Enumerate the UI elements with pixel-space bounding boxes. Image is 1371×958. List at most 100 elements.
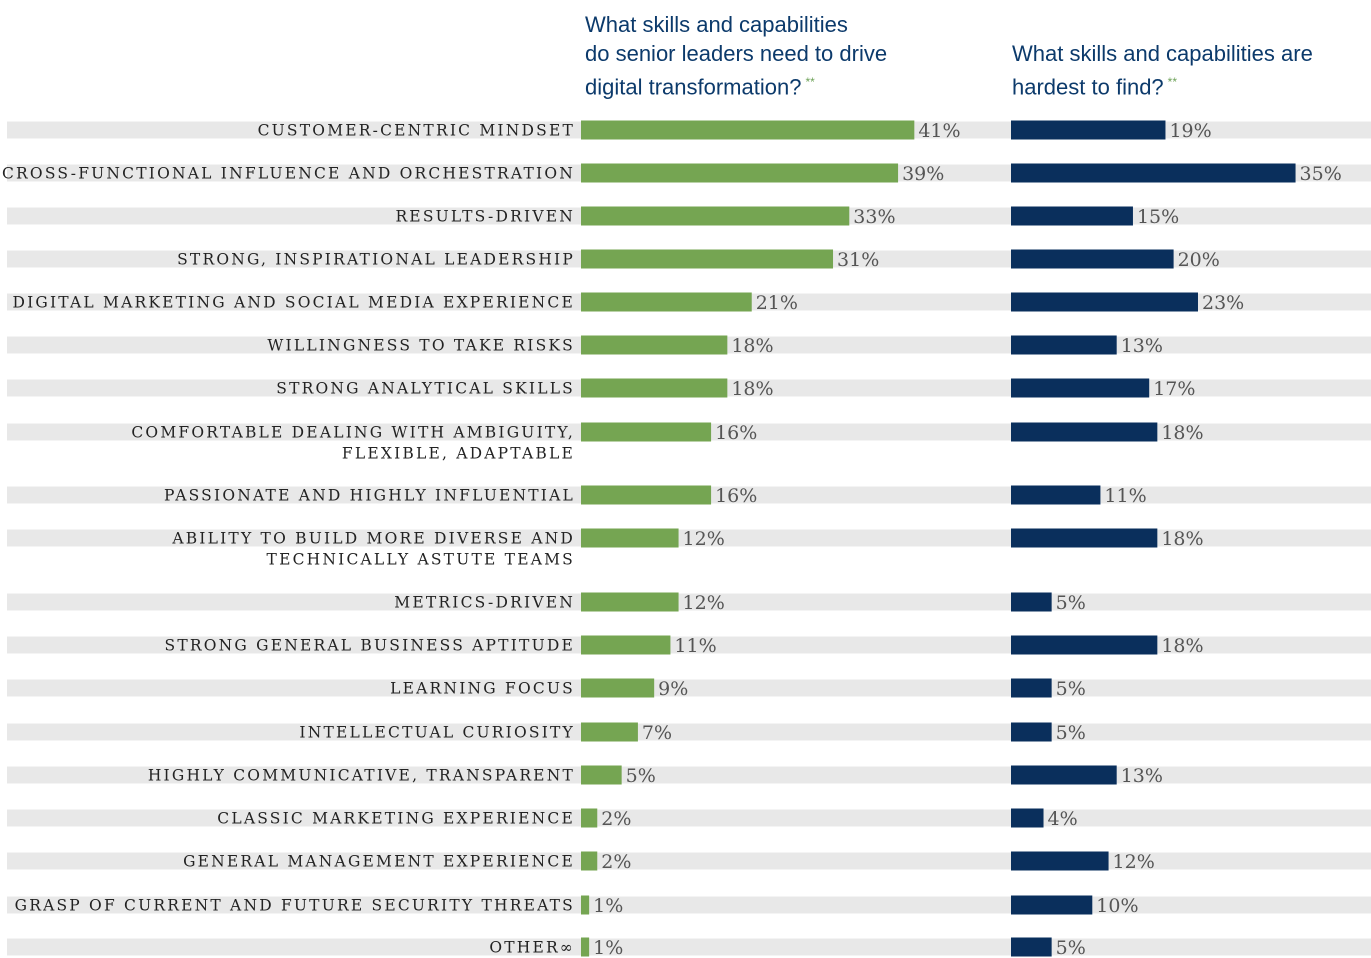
leaders-need-value-label: 2% [601,851,631,873]
category-label: STRONG GENERAL BUSINESS APTITUDE [165,637,575,655]
hardest-to-find-bar [1011,808,1044,828]
leaders-need-bar [581,422,712,442]
hardest-to-find-bar [1011,163,1296,183]
hardest-to-find-bar [1011,722,1052,742]
leaders-need-bar [581,378,728,398]
hardest-to-find-value-label: 11% [1104,485,1146,507]
leaders-need-value-label: 18% [731,378,773,400]
leaders-need-value-label: 7% [642,722,672,744]
leaders-need-bar [581,485,712,505]
hardest-to-find-bar [1011,378,1150,398]
hardest-to-find-bar [1011,678,1052,698]
hardest-to-find-bar [1011,206,1133,226]
hardest-to-find-bar [1011,292,1198,312]
leaders-need-bar [581,592,679,612]
leaders-need-bar [581,528,679,548]
leaders-need-value-label: 18% [731,335,773,357]
leaders-need-value-label: 33% [853,206,895,228]
hardest-to-find-value-label: 23% [1202,292,1244,314]
category-label: STRONG, INSPIRATIONAL LEADERSHIP [177,251,575,269]
hardest-to-find-value-label: 4% [1048,808,1078,830]
hardest-to-find-value-label: 17% [1153,378,1195,400]
leaders-need-bar [581,937,590,957]
hardest-to-find-value-label: 20% [1178,249,1220,271]
leaders-need-bar [581,851,598,871]
hardest-to-find-bar [1011,765,1117,785]
hardest-to-find-value-label: 12% [1113,851,1155,873]
leaders-need-value-label: 16% [715,485,757,507]
leaders-need-bar [581,249,834,269]
left-panel-title: What skills and capabilities do senior l… [585,10,925,101]
leaders-need-value-label: 31% [837,249,879,271]
hardest-to-find-value-label: 19% [1169,120,1211,142]
row-track [7,809,1371,827]
hardest-to-find-bar [1011,635,1158,655]
leaders-need-value-label: 39% [902,163,944,185]
hardest-to-find-bar [1011,528,1158,548]
leaders-need-value-label: 11% [674,635,716,657]
leaders-need-value-label: 16% [715,422,757,444]
leaders-need-bar [581,163,899,183]
left-panel-title-text: What skills and capabilities do senior l… [585,12,888,100]
leaders-need-value-label: 41% [918,120,960,142]
leaders-need-value-label: 9% [658,678,688,700]
leaders-need-bar [581,808,598,828]
category-label: RESULTS-DRIVEN [395,208,575,226]
category-label: HIGHLY COMMUNICATIVE, TRANSPARENT [148,767,575,785]
hardest-to-find-bar [1011,249,1174,269]
category-label: ABILITY TO BUILD MORE DIVERSE AND TECHNIC… [171,530,575,569]
hardest-to-find-bar [1011,851,1109,871]
category-label: COMFORTABLE DEALING WITH AMBIGUITY, FLEXI… [131,424,575,463]
hardest-to-find-value-label: 18% [1161,422,1203,444]
hardest-to-find-bar [1011,592,1052,612]
hardest-to-find-bar [1011,335,1117,355]
right-panel-title: What skills and capabilities are hardest… [1012,39,1352,101]
leaders-need-bar [581,635,671,655]
leaders-need-bar [581,206,850,226]
right-panel-title-footnote: ** [1167,75,1178,89]
hardest-to-find-bar [1011,120,1166,140]
category-label: WILLINGNESS TO TAKE RISKS [267,337,575,355]
category-label: OTHER∞ [489,939,575,957]
row-track [7,723,1371,741]
leaders-need-value-label: 1% [593,937,623,958]
hardest-to-find-value-label: 13% [1121,765,1163,787]
hardest-to-find-value-label: 10% [1096,895,1138,917]
hardest-to-find-value-label: 5% [1056,678,1086,700]
leaders-need-bar [581,120,915,140]
leaders-need-value-label: 5% [626,765,656,787]
category-label: CUSTOMER-CENTRIC MINDSET [258,122,575,140]
right-panel-title-text: What skills and capabilities are hardest… [1012,41,1313,100]
hardest-to-find-value-label: 5% [1056,722,1086,744]
leaders-need-bar [581,335,728,355]
hardest-to-find-value-label: 15% [1137,206,1179,228]
leaders-need-bar [581,678,655,698]
leaders-need-bar [581,292,752,312]
hardest-to-find-bar [1011,422,1158,442]
leaders-need-value-label: 1% [593,895,623,917]
leaders-need-bar [581,895,590,915]
hardest-to-find-bar [1011,937,1052,957]
hardest-to-find-bar [1011,485,1101,505]
row-track [7,679,1371,697]
row-track [7,938,1371,956]
category-label: INTELLECTUAL CURIOSITY [299,724,575,742]
category-label: CROSS-FUNCTIONAL INFLUENCE AND ORCHESTRA… [2,165,575,183]
hardest-to-find-value-label: 5% [1056,592,1086,614]
hardest-to-find-bar [1011,895,1093,915]
hardest-to-find-value-label: 5% [1056,937,1086,958]
category-label: STRONG ANALYTICAL SKILLS [276,380,575,398]
category-label: DIGITAL MARKETING AND SOCIAL MEDIA EXPER… [12,294,575,312]
leaders-need-value-label: 12% [683,592,725,614]
leaders-need-value-label: 21% [756,292,798,314]
hardest-to-find-value-label: 35% [1300,163,1342,185]
category-label: GRASP OF CURRENT AND FUTURE SECURITY THR… [15,897,575,915]
category-label: LEARNING FOCUS [390,680,575,698]
category-label: CLASSIC MARKETING EXPERIENCE [217,810,575,828]
hardest-to-find-value-label: 18% [1161,635,1203,657]
category-label: GENERAL MANAGEMENT EXPERIENCE [183,853,575,871]
leaders-need-bar [581,722,638,742]
hardest-to-find-value-label: 13% [1121,335,1163,357]
leaders-need-bar [581,765,622,785]
